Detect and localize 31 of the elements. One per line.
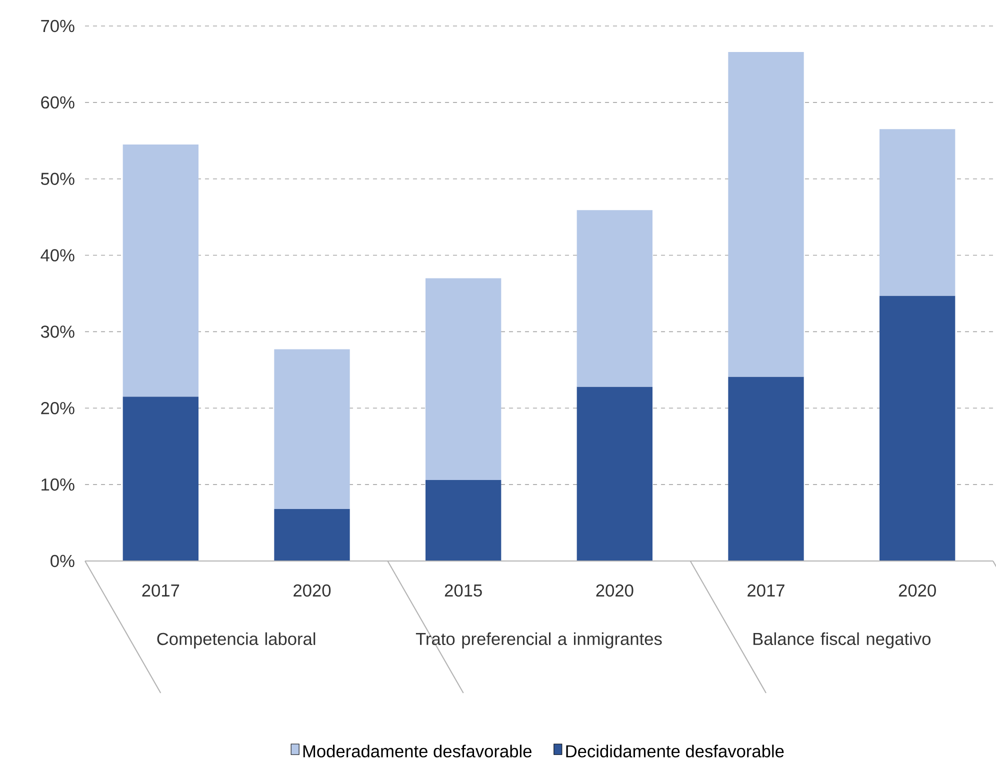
y-tick-label: 70%	[41, 20, 74, 32]
x-tick-label: 2017	[748, 584, 784, 597]
y-tick-label: 40%	[40, 249, 74, 262]
bar	[576, 386, 652, 561]
text: Balance fiscal negativo	[753, 632, 930, 649]
legend-label: Moderadamente desfavorable	[303, 744, 532, 758]
x-tick-label: 2015	[444, 584, 482, 597]
bar	[274, 509, 350, 561]
x-tick-label: 2017	[142, 584, 180, 597]
x-tick-label: 2020	[596, 584, 634, 597]
y-tick-label: 0%	[50, 554, 74, 568]
x-tick-label: 2020	[294, 584, 331, 597]
bar	[426, 278, 502, 480]
y-tick-label: 60%	[41, 96, 74, 109]
y-tick-label: 10%	[42, 478, 74, 491]
x-tick-label: 2020	[898, 584, 936, 597]
bar	[880, 296, 956, 561]
y-tick-label: 50%	[40, 172, 74, 185]
bar	[728, 52, 804, 377]
bar	[728, 376, 804, 561]
y-tick-label: 20%	[41, 402, 74, 414]
legend-label: Decididamente desfavorable	[566, 744, 784, 758]
bar	[576, 210, 652, 387]
bar	[880, 129, 956, 296]
bar	[426, 480, 502, 561]
text: Trato preferencial a inmigrantes	[416, 632, 662, 649]
bar	[274, 349, 350, 510]
text: Competencia laboral	[157, 632, 316, 649]
bar	[122, 396, 199, 561]
y-tick-label: 30%	[40, 326, 74, 338]
bar	[122, 144, 199, 397]
